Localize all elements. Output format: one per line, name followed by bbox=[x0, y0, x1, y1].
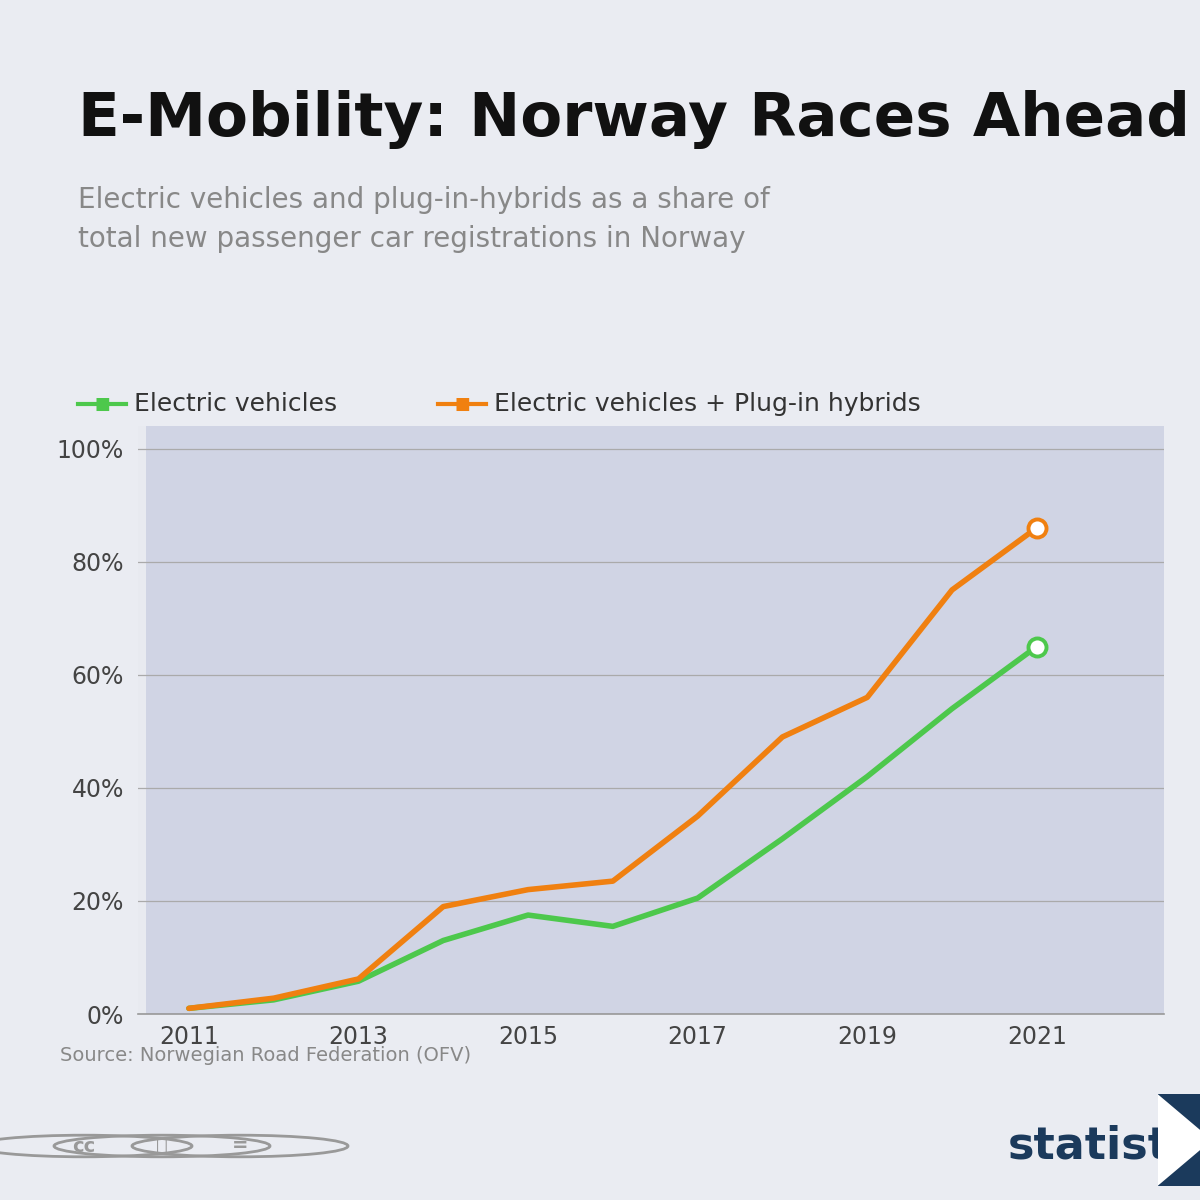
Text: ■: ■ bbox=[454, 395, 470, 413]
Bar bbox=[1158, 1094, 1200, 1186]
Text: Electric vehicles + Plug-in hybrids: Electric vehicles + Plug-in hybrids bbox=[494, 392, 922, 416]
Text: Source: Norwegian Road Federation (OFV): Source: Norwegian Road Federation (OFV) bbox=[60, 1046, 472, 1066]
Text: ─: ─ bbox=[78, 395, 90, 414]
Text: Electric vehicles and plug-in-hybrids as a share of
total new passenger car regi: Electric vehicles and plug-in-hybrids as… bbox=[78, 186, 769, 253]
Bar bbox=[316, 426, 486, 1014]
Text: Electric vehicles: Electric vehicles bbox=[134, 392, 337, 416]
Text: cc: cc bbox=[72, 1136, 96, 1156]
Polygon shape bbox=[1158, 1094, 1200, 1186]
Text: =: = bbox=[232, 1136, 248, 1156]
Text: ⓘ: ⓘ bbox=[156, 1136, 168, 1156]
Text: ■: ■ bbox=[94, 395, 110, 413]
Bar bbox=[995, 426, 1164, 1014]
Bar bbox=[486, 426, 655, 1014]
Text: E-Mobility: Norway Races Ahead: E-Mobility: Norway Races Ahead bbox=[78, 90, 1190, 149]
Bar bbox=[655, 426, 824, 1014]
Bar bbox=[824, 426, 995, 1014]
Bar bbox=[146, 426, 316, 1014]
Text: statista: statista bbox=[1008, 1124, 1200, 1168]
